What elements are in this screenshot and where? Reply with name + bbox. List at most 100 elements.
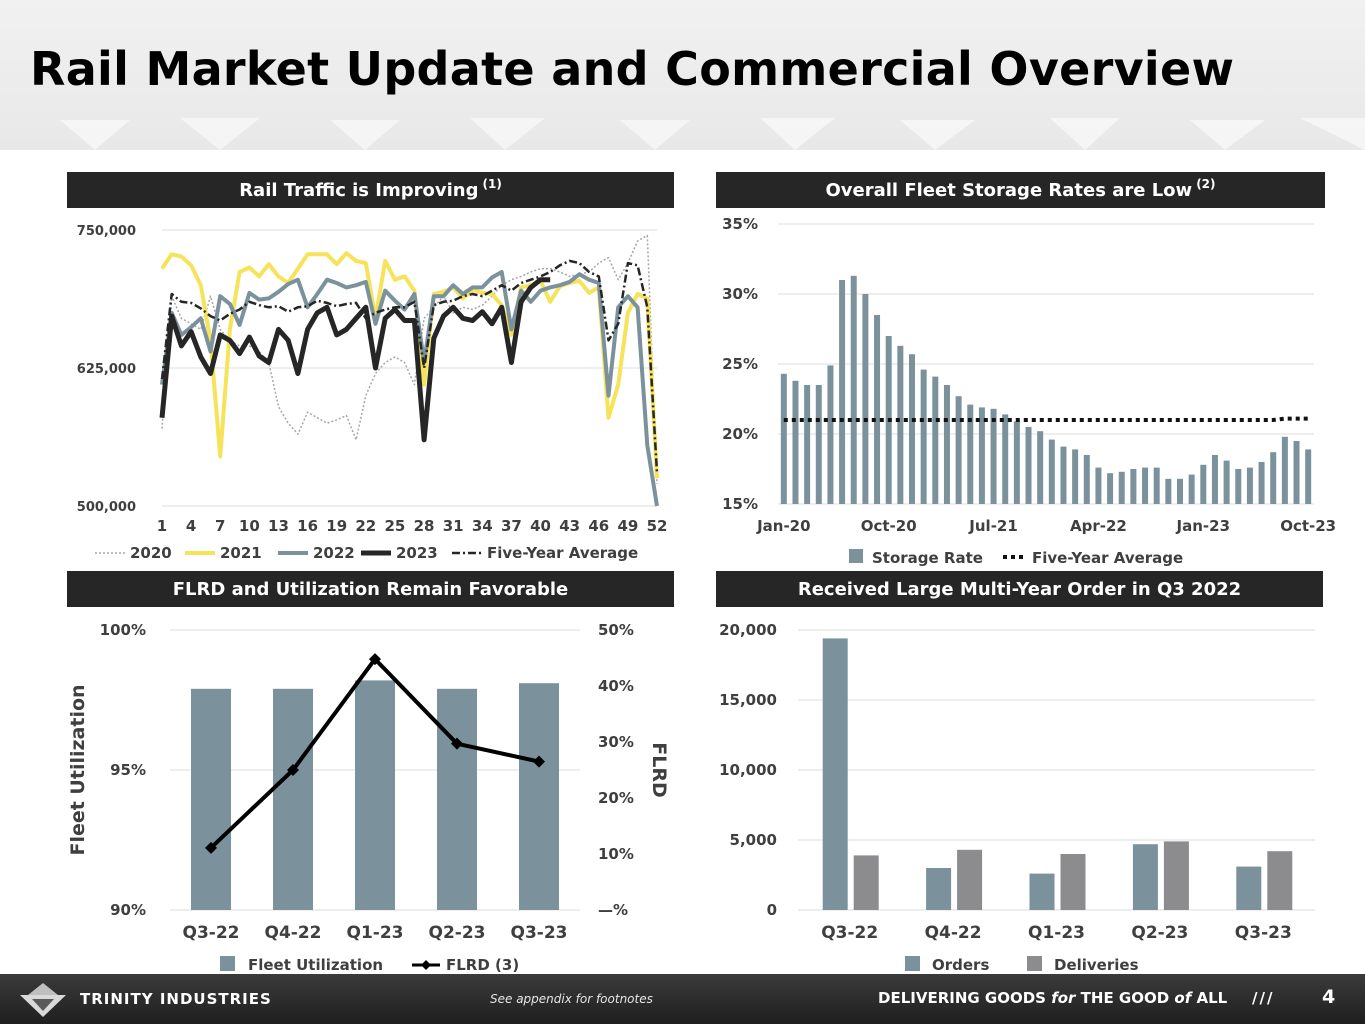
tagline-part-3: ALL <box>1191 989 1228 1007</box>
x-tick-label: 46 <box>588 517 609 535</box>
utilization-bar <box>191 688 231 910</box>
storage-bar <box>1177 478 1183 504</box>
page-title: Rail Market Update and Commercial Overvi… <box>30 42 1235 96</box>
x-tick-label: Jul-21 <box>968 517 1018 535</box>
utilization-bar <box>437 688 477 910</box>
legend-swatch <box>849 549 863 563</box>
storage-rate-chart: 15% 20% 25% 30% 35% Jan-20 Oct-20 Jul-21 Apr-22 J… <box>722 215 1336 567</box>
series-line-2021 <box>160 251 659 479</box>
deliveries-bar <box>1267 851 1293 910</box>
x-tick-label: 40 <box>530 517 551 535</box>
storage-bar <box>1142 467 1149 504</box>
y-tick-label: 625,000 <box>77 362 136 377</box>
x-tick-label: 43 <box>559 517 580 535</box>
y-tick-label: 15,000 <box>719 691 777 709</box>
y-tick-label: 750,000 <box>77 224 136 239</box>
x-tick-label: 10 <box>239 517 260 535</box>
y-tick-label: 95% <box>110 761 146 779</box>
storage-bar <box>1095 467 1102 504</box>
flrd-point <box>287 764 299 776</box>
footer-brand: TRINITY INDUSTRIES <box>80 990 272 1008</box>
storage-bar <box>1048 439 1055 504</box>
utilization-bar <box>273 688 313 910</box>
header-pattern <box>60 118 1365 150</box>
storage-bar <box>932 376 939 504</box>
deliveries-bar <box>853 855 879 910</box>
storage-bar <box>1153 467 1160 504</box>
x-tick-label: Q2-23 <box>1131 923 1188 943</box>
storage-bar <box>874 315 881 504</box>
orders-bar <box>1236 866 1262 910</box>
legend-label: Orders <box>932 956 989 974</box>
storage-bar <box>839 280 846 504</box>
x-tick-label: Q4-22 <box>265 923 322 943</box>
y2-axis-title: FLRD <box>648 742 670 798</box>
y2-tick-label: 10% <box>598 845 634 863</box>
x-tick-label: 31 <box>443 517 464 535</box>
flrd-utilization-chart: 90% 95% 100% —% 10% 20% 30% 40% 50% Q3-22 Q4-22 Q1-… <box>67 621 670 974</box>
x-tick-label: 34 <box>472 517 493 535</box>
x-tick-label: Q3-22 <box>821 923 878 943</box>
x-tick-label: Jan-20 <box>756 517 810 535</box>
panel-title-storage-footnote: (2) <box>1196 177 1216 191</box>
storage-bar <box>1200 464 1207 504</box>
y-tick-label: 0 <box>767 901 777 919</box>
x-tick-label: Apr-22 <box>1070 517 1127 535</box>
storage-bar <box>967 404 974 504</box>
y-tick-label: 25% <box>722 355 758 373</box>
tagline-of: of <box>1174 989 1192 1007</box>
flrd-point <box>533 755 545 768</box>
storage-bar <box>780 373 787 504</box>
x-tick-label: Q1-23 <box>1028 923 1085 943</box>
legend-label: Storage Rate <box>872 549 983 567</box>
storage-bar <box>978 407 985 504</box>
x-tick-label: 13 <box>268 517 289 535</box>
storage-bar <box>827 365 834 504</box>
flrd-point <box>205 841 217 854</box>
storage-bar <box>1211 455 1218 504</box>
trinity-logo-icon <box>20 983 66 1017</box>
storage-bar <box>1083 455 1090 504</box>
panel-title-traffic-text: Rail Traffic is Improving <box>239 179 479 201</box>
x-tick-label: Oct-23 <box>1280 517 1336 535</box>
storage-bar <box>1013 421 1020 504</box>
legend-swatch-marker <box>421 960 431 970</box>
storage-bar <box>909 354 915 504</box>
deliveries-bar <box>1163 841 1189 910</box>
x-tick-label: 19 <box>326 517 347 535</box>
y-tick-label: 20,000 <box>719 621 777 639</box>
legend-label: 2023 <box>396 544 438 562</box>
flrd-point <box>451 737 463 750</box>
y2-tick-label: —% <box>598 901 628 919</box>
storage-bar <box>1165 478 1172 504</box>
y-tick-label: 10,000 <box>719 761 777 779</box>
utilization-bar <box>355 680 395 910</box>
storage-bar <box>792 380 799 504</box>
footer-tagline: DELIVERING GOODS for THE GOOD of ALL <box>878 989 1227 1007</box>
legend-label: Deliveries <box>1054 956 1139 974</box>
orders-bar <box>1132 844 1158 910</box>
footer-slashes: /// <box>1252 989 1275 1007</box>
y2-tick-label: 20% <box>598 789 634 807</box>
orders-bar <box>822 638 848 910</box>
storage-bar <box>955 396 962 504</box>
y-tick-label: 15% <box>722 495 758 513</box>
y2-tick-label: 40% <box>598 677 634 695</box>
storage-bar <box>897 345 904 504</box>
y-tick-label: 20% <box>722 425 758 443</box>
x-tick-label: Oct-20 <box>861 517 917 535</box>
rail-traffic-chart: 500,000 625,000 750,000 1 4 7 10 13 16 19 22 25 28 31… <box>77 224 668 562</box>
orders-bar <box>1029 873 1055 910</box>
legend-swatch <box>1027 956 1042 971</box>
x-tick-label: 7 <box>215 517 225 535</box>
orders-bar <box>926 868 952 910</box>
x-tick-label: 37 <box>501 517 522 535</box>
storage-bar <box>1118 471 1125 504</box>
x-tick-label: 16 <box>297 517 318 535</box>
x-tick-label: Q3-22 <box>183 923 240 943</box>
storage-bar <box>1002 414 1009 504</box>
legend-label: 2020 <box>130 544 172 562</box>
deliveries-bar <box>1060 854 1086 910</box>
y-tick-label: 100% <box>100 621 146 639</box>
header-banner: Rail Market Update and Commercial Overvi… <box>0 0 1365 150</box>
